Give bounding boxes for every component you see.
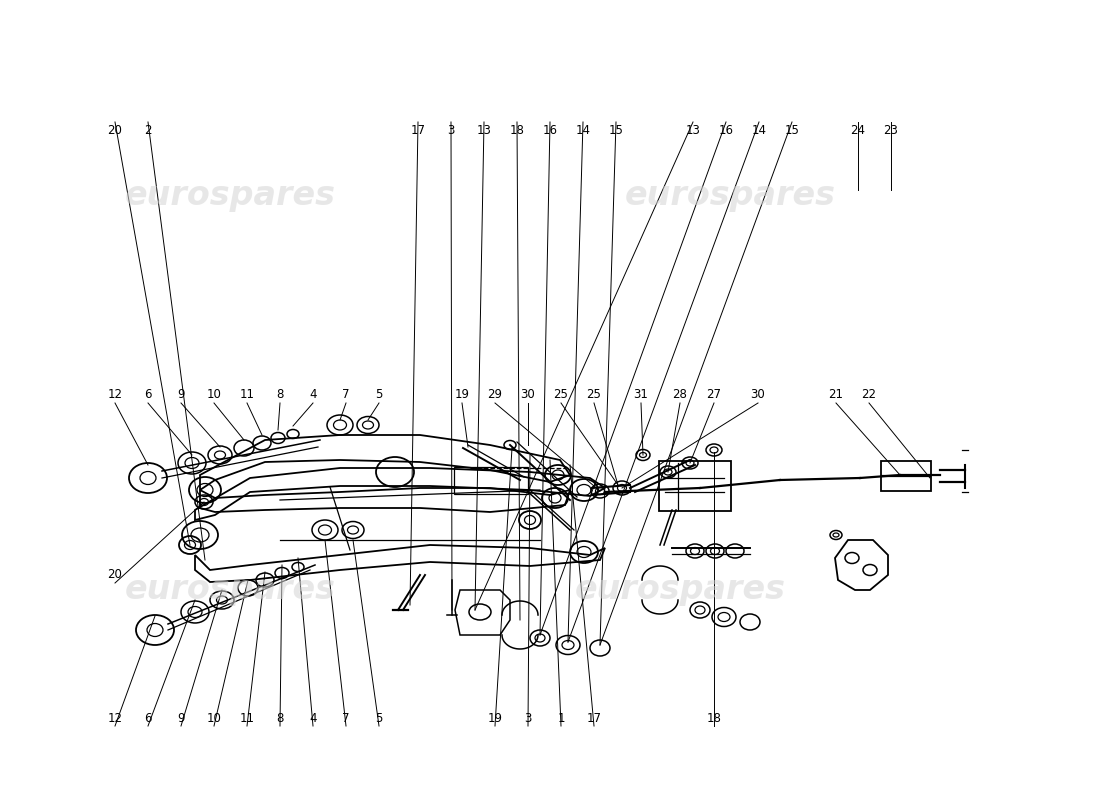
Text: 18: 18 (706, 711, 722, 725)
Text: 23: 23 (883, 123, 899, 137)
Text: 6: 6 (144, 389, 152, 402)
Text: 2: 2 (144, 123, 152, 137)
Text: 10: 10 (207, 389, 221, 402)
Text: 5: 5 (375, 389, 383, 402)
Text: 13: 13 (476, 123, 492, 137)
Text: 19: 19 (487, 711, 503, 725)
Text: 21: 21 (828, 389, 844, 402)
Text: 12: 12 (108, 389, 122, 402)
Text: 1: 1 (558, 711, 564, 725)
Text: 3: 3 (448, 123, 454, 137)
Text: 25: 25 (586, 389, 602, 402)
Text: 11: 11 (240, 711, 254, 725)
Text: 16: 16 (542, 123, 558, 137)
Text: 7: 7 (342, 711, 350, 725)
Text: 31: 31 (634, 389, 648, 402)
Text: 17: 17 (410, 123, 426, 137)
Text: 14: 14 (575, 123, 591, 137)
Text: eurospares: eurospares (574, 574, 785, 606)
Text: 16: 16 (718, 123, 734, 137)
Text: 18: 18 (509, 123, 525, 137)
Text: 30: 30 (750, 389, 766, 402)
Text: 11: 11 (240, 389, 254, 402)
Text: 20: 20 (108, 123, 122, 137)
Text: 29: 29 (487, 389, 503, 402)
Text: 19: 19 (454, 389, 470, 402)
Text: 14: 14 (751, 123, 767, 137)
Text: 5: 5 (375, 711, 383, 725)
Text: 6: 6 (144, 711, 152, 725)
Text: eurospares: eurospares (625, 178, 836, 211)
Text: 24: 24 (850, 123, 866, 137)
Text: 12: 12 (108, 711, 122, 725)
Text: 27: 27 (706, 389, 722, 402)
Text: 9: 9 (177, 389, 185, 402)
Text: 25: 25 (553, 389, 569, 402)
Text: 4: 4 (309, 389, 317, 402)
Text: 7: 7 (342, 389, 350, 402)
Text: 17: 17 (586, 711, 602, 725)
Text: 9: 9 (177, 711, 185, 725)
Text: 28: 28 (672, 389, 688, 402)
Text: eurospares: eurospares (124, 574, 336, 606)
Text: 4: 4 (309, 711, 317, 725)
Text: 8: 8 (276, 711, 284, 725)
Text: 3: 3 (525, 711, 531, 725)
Text: 20: 20 (108, 569, 122, 582)
Text: 30: 30 (520, 389, 536, 402)
Text: 10: 10 (207, 711, 221, 725)
Text: eurospares: eurospares (124, 178, 336, 211)
Text: 22: 22 (861, 389, 877, 402)
Text: 8: 8 (276, 389, 284, 402)
Text: 15: 15 (608, 123, 624, 137)
Text: 15: 15 (784, 123, 800, 137)
Text: 13: 13 (685, 123, 701, 137)
